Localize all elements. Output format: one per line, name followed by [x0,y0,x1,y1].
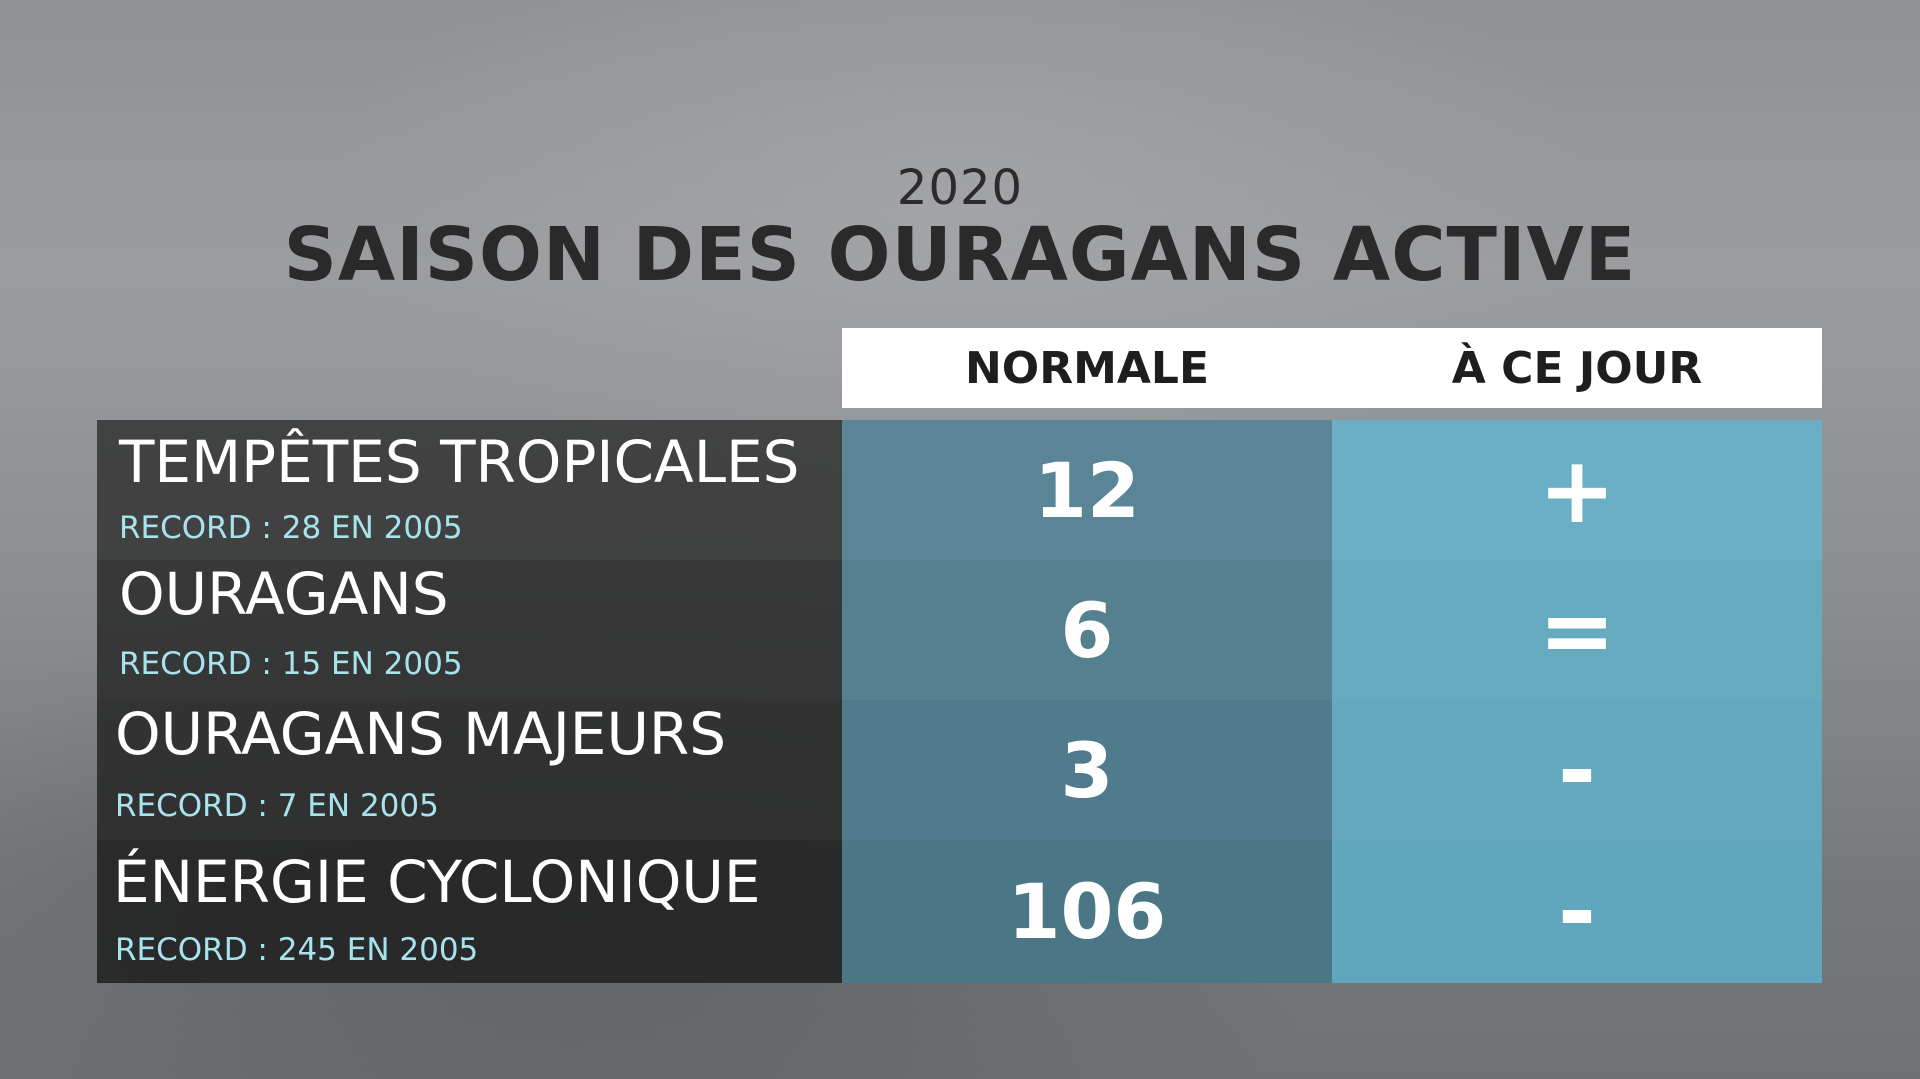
row-label: OURAGANS MAJEURS [115,700,727,768]
table-row: OURAGANS MAJEURS RECORD : 7 EN 2005 3 - [97,700,1822,840]
normal-value: 3 [842,700,1332,840]
row-label: OURAGANS [119,560,449,628]
row-label-cell: TEMPÊTES TROPICALES RECORD : 28 EN 2005 [97,420,842,560]
normal-value: 106 [842,840,1332,983]
table-row: OURAGANS RECORD : 15 EN 2005 6 = [97,560,1822,700]
today-symbol: - [1332,840,1822,983]
row-record: RECORD : 15 EN 2005 [119,646,463,682]
row-label-cell: OURAGANS RECORD : 15 EN 2005 [97,560,842,700]
year-label: 2020 [896,160,1024,216]
today-symbol: + [1332,420,1822,560]
table-row: TEMPÊTES TROPICALES RECORD : 28 EN 2005 … [97,420,1822,560]
column-header-today: À CE JOUR [1451,343,1703,394]
stats-table: TEMPÊTES TROPICALES RECORD : 28 EN 2005 … [97,420,1822,983]
row-label: TEMPÊTES TROPICALES [119,428,800,496]
today-symbol: - [1332,700,1822,840]
normal-value: 12 [842,420,1332,560]
column-header-bar: NORMALE À CE JOUR [842,328,1822,408]
row-label: ÉNERGIE CYCLONIQUE [113,848,761,916]
column-header-normal: NORMALE [964,343,1210,394]
row-record: RECORD : 28 EN 2005 [119,510,463,546]
row-record: RECORD : 245 EN 2005 [115,932,479,968]
today-symbol: = [1332,560,1822,700]
table-row: ÉNERGIE CYCLONIQUE RECORD : 245 EN 2005 … [97,840,1822,983]
normal-value: 6 [842,560,1332,700]
page-title: SAISON DES OURAGANS ACTIVE [283,212,1637,298]
row-label-cell: OURAGANS MAJEURS RECORD : 7 EN 2005 [97,700,842,840]
row-record: RECORD : 7 EN 2005 [115,788,439,824]
row-label-cell: ÉNERGIE CYCLONIQUE RECORD : 245 EN 2005 [97,840,842,983]
